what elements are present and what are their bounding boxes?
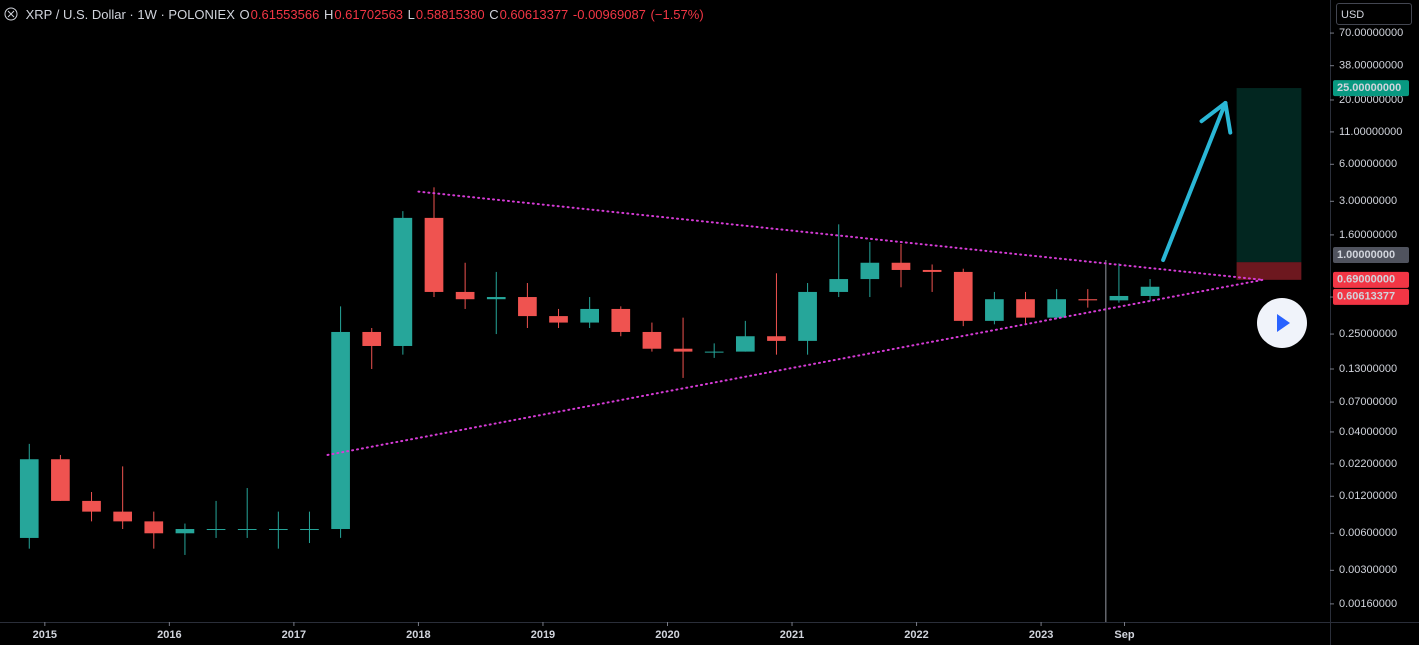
y-tick-label: 11.00000000 [1339, 126, 1402, 138]
y-tick-label: 0.07000000 [1339, 396, 1397, 408]
y-tick-label: 70.00000000 [1339, 27, 1403, 39]
candle-body [1078, 299, 1098, 301]
candle-body [82, 500, 101, 512]
y-tick-label: 20.00000000 [1339, 94, 1403, 106]
candle-body [1140, 286, 1160, 296]
candle-body [51, 459, 70, 501]
candle-body [767, 336, 786, 341]
candle-body [922, 269, 942, 272]
price-label: 0.60613377 [1337, 291, 1395, 303]
candle-body [642, 331, 662, 349]
candle-body [393, 217, 413, 346]
candle-body [829, 279, 849, 292]
candle-body [175, 529, 195, 534]
x-tick-label: 2023 [1029, 629, 1053, 641]
close-icon[interactable] [4, 7, 18, 21]
candle-body [237, 529, 257, 531]
x-tick-label: 2022 [904, 629, 928, 641]
y-tick-label: 0.00160000 [1339, 598, 1397, 610]
y-tick-label: 0.01200000 [1339, 490, 1397, 502]
price-label-bg [1333, 247, 1409, 264]
ohlc-letter: H [323, 7, 334, 22]
x-tick-label: 2018 [406, 629, 430, 641]
x-tick-label: 2015 [33, 629, 57, 641]
candle-body [704, 351, 724, 353]
play-button[interactable] [1257, 298, 1307, 348]
ohlc-letter: O [239, 7, 250, 22]
candle-body [798, 291, 817, 341]
currency-button[interactable]: USD [1336, 3, 1412, 25]
candle-body [891, 262, 911, 270]
candle-body [518, 297, 537, 317]
x-tick-label: 2019 [531, 629, 555, 641]
y-tick-label: 0.04000000 [1339, 426, 1397, 438]
y-tick-label: 0.00600000 [1339, 527, 1397, 539]
candle-body [1047, 299, 1066, 318]
arrow-head [1223, 101, 1233, 135]
profit-zone [1236, 88, 1302, 263]
price-label-bg [1333, 80, 1409, 97]
x-tick-label: 2020 [655, 629, 679, 641]
y-tick-label: 0.13000000 [1339, 363, 1397, 375]
price-label-bg [1333, 271, 1409, 288]
trend-line [326, 278, 1264, 456]
y-tick-label: 3.00000000 [1339, 195, 1397, 207]
candle-body [985, 299, 1004, 321]
candle-body [549, 316, 568, 323]
ohlc-value: 0.61553566 [250, 7, 320, 22]
trend-line [417, 190, 1264, 281]
candle-body [580, 308, 599, 323]
candle-body [611, 308, 631, 332]
ohlc-letter: C [489, 7, 499, 22]
arrow-head [1199, 101, 1228, 124]
change-value: -0.00969087 [572, 7, 646, 22]
symbol-title: XRP / U.S. Dollar · 1W · POLONIEX [25, 7, 235, 22]
price-label: 1.00000000 [1337, 249, 1395, 261]
candle-body [1016, 299, 1035, 318]
ohlc-value: 0.61702563 [334, 7, 404, 22]
candle-body [268, 529, 288, 531]
y-tick-label: 1.60000000 [1339, 229, 1397, 241]
price-label: 25.00000000 [1337, 82, 1401, 94]
candle-body [486, 297, 506, 300]
x-tick-label: 2017 [282, 629, 306, 641]
arrow-shaft [1161, 101, 1228, 263]
legend-header: XRP / U.S. Dollar · 1W · POLONIEX O0.615… [4, 5, 705, 22]
ohlc-value: 0.60613377 [499, 7, 569, 22]
candle-body [953, 271, 973, 321]
x-tick-label: 2021 [780, 629, 804, 641]
price-label-bg [1333, 288, 1409, 305]
y-tick-label: 0.25000000 [1339, 328, 1397, 340]
change-percent: (−1.57%) [650, 7, 704, 22]
ohlc-value: 0.58815380 [415, 7, 485, 22]
price-label: 0.69000000 [1337, 274, 1395, 286]
candle-body [144, 521, 164, 534]
candle-body [860, 262, 880, 280]
y-tick-label: 0.00300000 [1339, 564, 1397, 576]
y-tick-label: 0.02200000 [1339, 458, 1397, 470]
candle-body [735, 336, 755, 352]
candle-body [1109, 295, 1129, 301]
x-tick-label: Sep [1114, 629, 1134, 641]
candle-body [113, 511, 133, 522]
candle-body [300, 529, 319, 531]
candle-body [673, 348, 693, 352]
x-tick-label: 2016 [157, 629, 181, 641]
candle-body [455, 291, 475, 300]
y-tick-label: 38.00000000 [1339, 60, 1403, 72]
candle-body [362, 331, 382, 346]
candle-body [331, 331, 350, 530]
candle-body [19, 459, 39, 538]
y-tick-label: 6.00000000 [1339, 158, 1397, 170]
ohlc-letter: L [407, 7, 415, 22]
loss-zone [1236, 262, 1302, 280]
candle-body [206, 529, 226, 531]
play-icon [1277, 314, 1290, 332]
candle-body [424, 217, 444, 292]
